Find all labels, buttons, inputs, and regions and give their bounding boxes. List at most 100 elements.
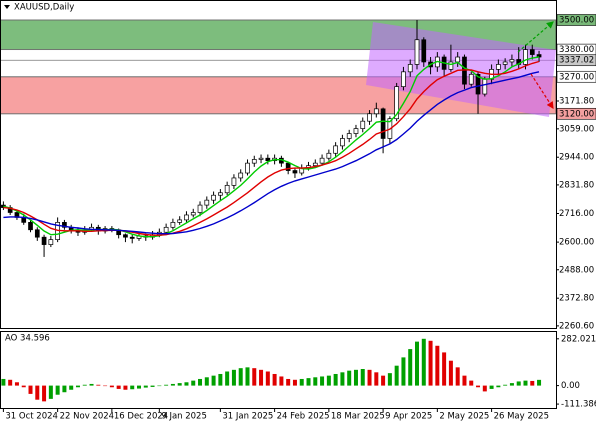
x-tick-label: 31 Oct 2024 [5, 412, 58, 422]
candle-body [129, 236, 135, 239]
ao-bar [130, 385, 135, 390]
moving-average [3, 71, 540, 235]
ao-bar [218, 373, 223, 386]
candle-body [482, 78, 488, 95]
candle-body [468, 73, 474, 85]
ao-bar [516, 381, 521, 386]
ao-bar [198, 378, 203, 386]
candle-body [333, 145, 338, 154]
bull-arrow [517, 21, 554, 53]
ao-bar [204, 377, 209, 386]
candle-body [380, 108, 386, 139]
ao-bar [157, 385, 162, 387]
candle-body [496, 64, 501, 70]
ao-bar [14, 382, 19, 386]
ao-bar [28, 385, 33, 394]
ao-bar [82, 384, 87, 386]
ao-bar [272, 373, 277, 386]
ao-bar [42, 385, 47, 402]
candle-body [204, 199, 210, 206]
candle-body [184, 214, 189, 221]
ao-bar [177, 383, 182, 386]
ao-bar [35, 385, 40, 400]
ao-bar [347, 370, 352, 386]
candle-body [48, 239, 54, 245]
ao-bar [503, 384, 508, 386]
ao-bar [211, 375, 216, 386]
ao-bar [387, 373, 392, 386]
level-label: 3380.00 [559, 45, 594, 55]
ao-bar [103, 385, 108, 387]
ao-bar [286, 378, 291, 386]
candle-body [265, 157, 271, 162]
ao-bar [123, 385, 128, 390]
ao-bar [48, 385, 53, 399]
ao-bar [509, 383, 514, 386]
candle-body [251, 159, 257, 164]
y-tick-label: 2716.00 [559, 209, 594, 219]
level-label: 3120.00 [559, 109, 594, 119]
ao-bar [489, 385, 494, 389]
candle-body [170, 222, 176, 228]
candle-body [353, 128, 359, 134]
candle-body [238, 172, 244, 179]
y-tick-label: 2488.00 [559, 265, 594, 275]
ao-bar [150, 385, 155, 387]
candle-body [448, 61, 454, 70]
ao-bar [1, 378, 6, 386]
ao-bar [326, 375, 331, 386]
ao-bar [442, 352, 447, 386]
ao-bar [374, 372, 379, 386]
x-tick-label: 18 Mar 2025 [331, 412, 385, 422]
ao-bar [320, 376, 325, 386]
candle-body [414, 39, 420, 65]
ao-bar [482, 385, 487, 392]
candle-body [502, 61, 508, 65]
plot [1, 20, 542, 402]
ao-bar [69, 385, 74, 390]
candle-body [224, 185, 230, 194]
candle-body [285, 162, 291, 171]
moving-average [3, 60, 540, 236]
bear-arrow [530, 73, 554, 110]
ao-bar [381, 375, 386, 386]
x-tick-label: 22 Nov 2024 [60, 412, 114, 422]
candle-body [28, 222, 33, 231]
candle-body [326, 152, 332, 159]
x-tick-label: 9 Apr 2025 [385, 412, 432, 422]
candle-body [455, 56, 461, 63]
ao-bar [116, 385, 121, 389]
ao-bar [89, 383, 94, 386]
y-tick-label: 2831.80 [559, 180, 594, 190]
ao-bar [109, 385, 114, 388]
x-tick-label: 16 Dec 2024 [114, 412, 168, 422]
x-tick-label: 31 Jan 2025 [222, 412, 273, 422]
candle-body [529, 49, 535, 55]
level-box [556, 107, 596, 120]
ao-bar [137, 385, 141, 389]
ao-bar [170, 383, 175, 386]
ao-bar [462, 375, 467, 386]
candle-body [163, 226, 169, 233]
ao-bar [496, 385, 501, 388]
y-tick-label: 3171.80 [559, 97, 594, 107]
candle-body [360, 120, 366, 129]
ao-bar [360, 369, 365, 386]
ao-bar [435, 345, 440, 386]
candle-body [407, 64, 413, 73]
y-tick-label: 2600.00 [559, 238, 594, 248]
ao-bar [292, 379, 297, 386]
ao-bar [394, 365, 399, 386]
y-tick-label: -111.386 [561, 400, 596, 410]
ao-bar [191, 380, 196, 386]
chart-title: XAUUSD,Daily [14, 3, 74, 13]
ao-title: AO 34.596 [5, 334, 50, 344]
candle-body [394, 86, 400, 120]
ao-bar [306, 378, 311, 386]
ao-bar [415, 341, 419, 386]
ao-bar [245, 367, 250, 386]
ao-bar [340, 372, 345, 386]
x-tick-label: 24 Feb 2025 [277, 412, 330, 422]
